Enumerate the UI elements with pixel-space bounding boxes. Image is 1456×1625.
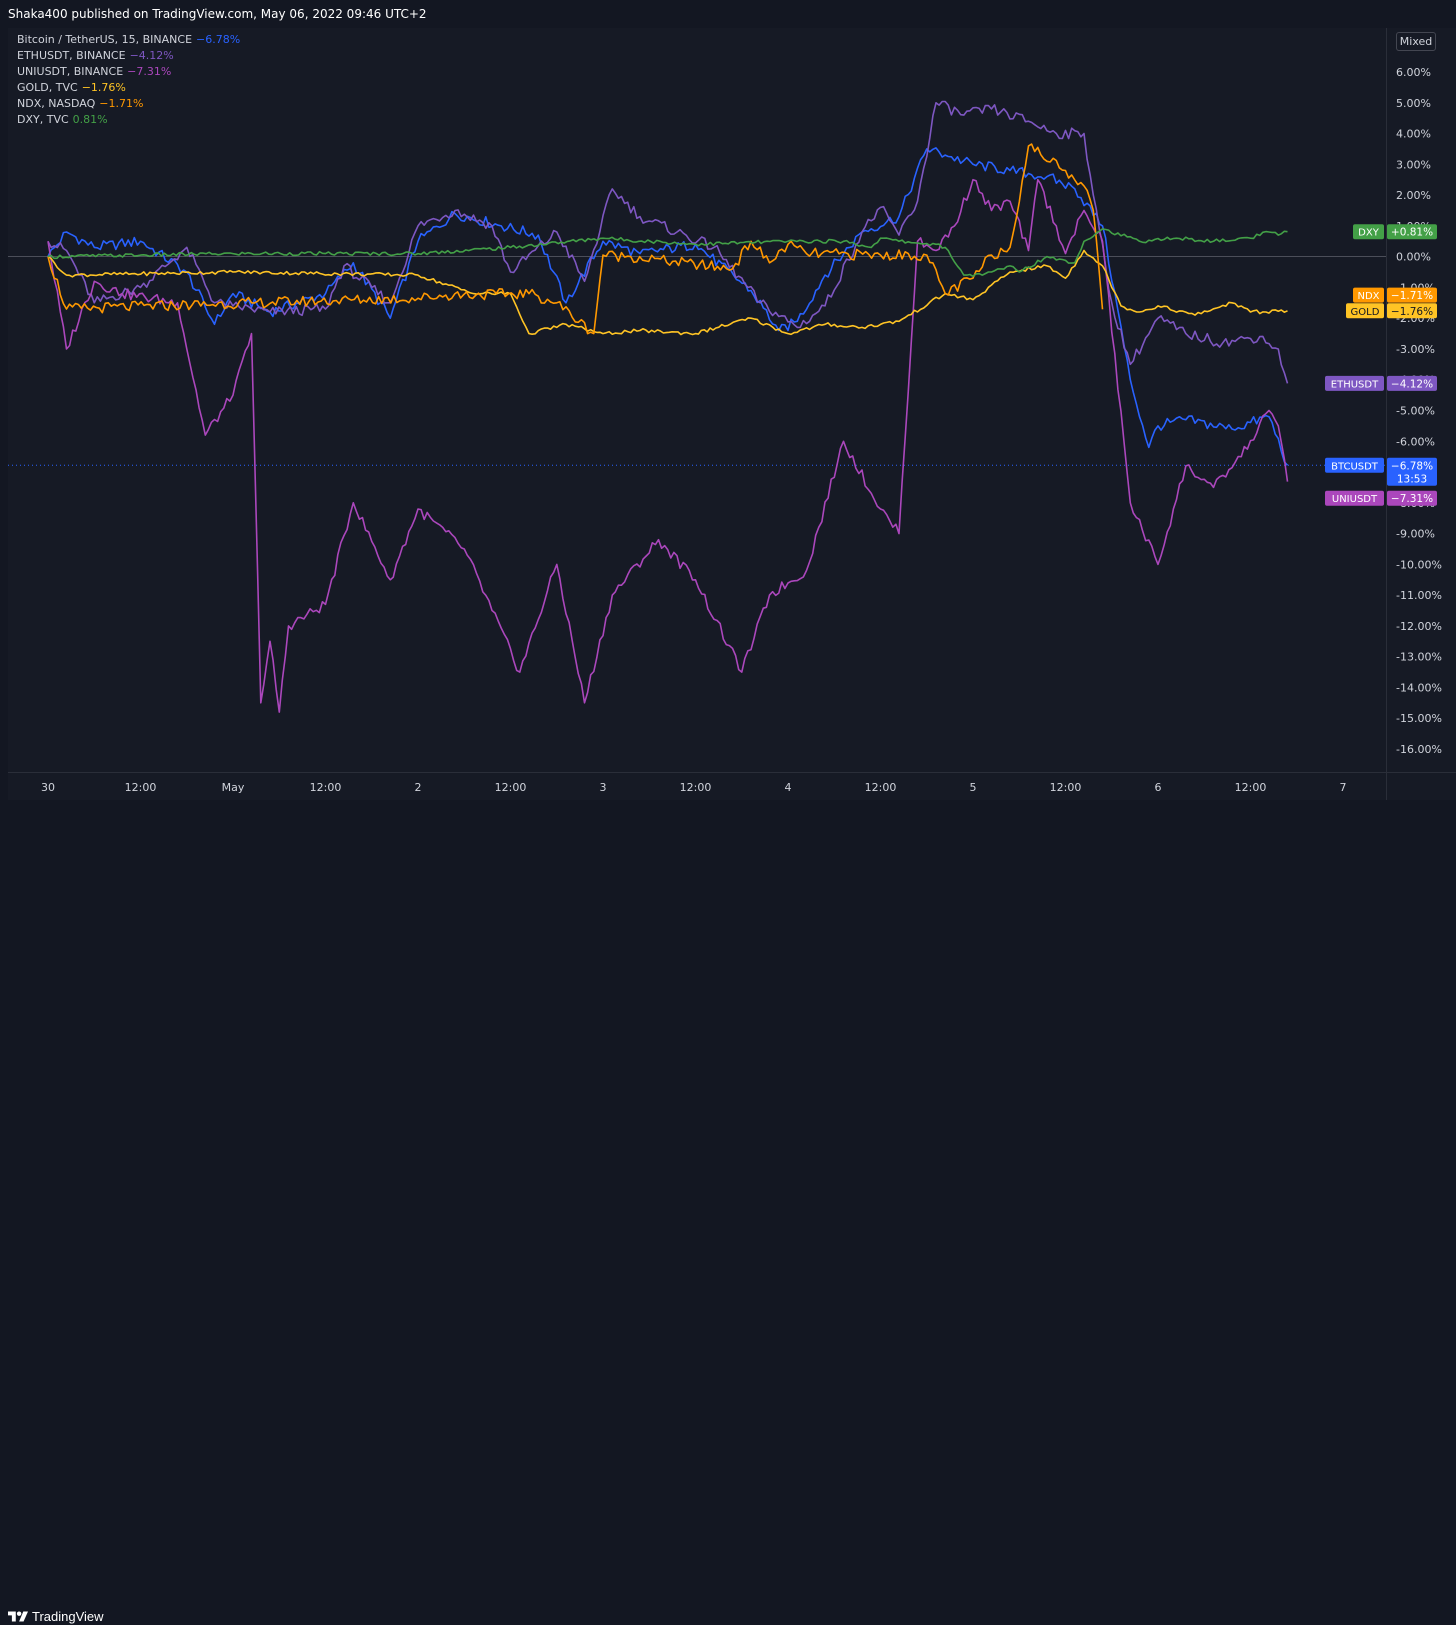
symbol-tag	[1325, 375, 1384, 391]
tradingview-brand[interactable]: TradingView	[32, 1609, 104, 1624]
price-label-ethusdt: ETHUSDT −4.12%	[1325, 375, 1437, 391]
price-label-ndx: NDX −1.71%	[1353, 287, 1437, 303]
price-label-gold: GOLD −1.76%	[1346, 303, 1437, 319]
legend-name: Bitcoin / TetherUS, 15, BINANCE	[17, 33, 193, 46]
x-tick-label: 12:00	[125, 781, 157, 794]
symbol-tag-text: UNIUSDT	[1332, 494, 1378, 505]
value-tag	[1387, 490, 1437, 506]
y-tick-label: 3.00%	[1396, 158, 1431, 171]
symbol-tag-text: ETHUSDT	[1331, 379, 1379, 390]
tradingview-logo-icon[interactable]	[8, 1609, 28, 1625]
series-line-gold	[47, 249, 1288, 336]
x-tick-label: 12:00	[865, 781, 897, 794]
x-tick-label: 4	[785, 781, 792, 794]
legend-change: 0.81%	[72, 113, 108, 126]
x-tick-label: 6	[1155, 781, 1162, 794]
symbol-tag	[1325, 457, 1384, 473]
value-tag	[1387, 287, 1437, 303]
y-tick-label: -5.00%	[1396, 405, 1435, 418]
legend-item-gold[interactable]: GOLD, TVC −1.76%	[17, 80, 240, 96]
countdown-text: 13:53	[1397, 473, 1427, 485]
value-tag-text: −1.76%	[1391, 306, 1433, 318]
price-label-uniusdt: UNIUSDT −7.31%	[1325, 490, 1437, 506]
legend-item-dxy[interactable]: DXY, TVC 0.81%	[17, 112, 240, 128]
value-tag	[1387, 224, 1437, 240]
value-tag-text: −6.78%	[1391, 460, 1433, 472]
symbol-tag-text: GOLD	[1351, 307, 1380, 318]
x-tick-label: 12:00	[495, 781, 527, 794]
legend-item-ndx[interactable]: NDX, NASDAQ −1.71%	[17, 96, 240, 112]
header: Shaka400 published on TradingView.com, M…	[0, 0, 1456, 28]
symbol-tag-text: BTCUSDT	[1331, 461, 1379, 472]
y-tick-label: 5.00%	[1396, 97, 1431, 110]
series-line-uniusdt	[47, 178, 1289, 713]
x-tick-label: 12:00	[680, 781, 712, 794]
x-tick-label: 5	[970, 781, 977, 794]
y-tick-label: -6.00%	[1396, 435, 1435, 448]
legend-change: −6.78%	[196, 33, 241, 46]
legend-change: −1.76%	[81, 81, 126, 94]
legend-change: −7.31%	[127, 65, 172, 78]
y-tick-label: 0.00%	[1396, 251, 1431, 264]
chart-area[interactable]	[8, 28, 1456, 800]
y-tick-label: 4.00%	[1396, 128, 1431, 141]
y-tick-label: -3.00%	[1396, 343, 1435, 356]
symbol-tag	[1325, 490, 1384, 506]
symbol-tag-text: NDX	[1357, 291, 1379, 302]
legend-item-uniusdt[interactable]: UNIUSDT, BINANCE −7.31%	[17, 64, 240, 80]
y-tick-label: -12.00%	[1396, 620, 1442, 633]
y-tick-label: 2.00%	[1396, 189, 1431, 202]
legend-change: −1.71%	[99, 97, 144, 110]
legend-name: NDX, NASDAQ	[17, 97, 96, 110]
price-label-btcusdt: BTCUSDT −6.78%13:53	[1325, 457, 1437, 486]
symbol-tag-text: DXY	[1358, 228, 1380, 239]
scale-mode-button[interactable]: Mixed	[1396, 32, 1436, 51]
value-tag	[1387, 303, 1437, 319]
value-tag-text: −4.12%	[1391, 378, 1433, 390]
y-tick-label: -16.00%	[1396, 743, 1442, 756]
y-tick-label: -9.00%	[1396, 528, 1435, 541]
series-line-ndx	[47, 143, 1104, 335]
value-tag-text: −1.71%	[1391, 290, 1433, 302]
price-label-layer: DXY +0.81% NDX −1.71% GOLD −1.76% ETHUSDT −4.12…	[1325, 224, 1437, 506]
value-tag-text: +0.81%	[1391, 227, 1433, 239]
legend-item-btcusdt[interactable]: Bitcoin / TetherUS, 15, BINANCE −6.78%	[17, 32, 240, 48]
chart-svg[interactable]: 6.00%5.00%4.00%3.00%2.00%1.00%0.00%-1.00…	[0, 0, 1456, 834]
x-tick-label: 2	[415, 781, 422, 794]
legend-name: DXY, TVC	[17, 113, 69, 126]
y-tick-label: -14.00%	[1396, 681, 1442, 694]
legend-change: −4.12%	[129, 49, 174, 62]
value-tag	[1387, 375, 1437, 391]
series-line-dxy	[47, 228, 1288, 278]
legend: Bitcoin / TetherUS, 15, BINANCE −6.78% ET…	[17, 32, 240, 128]
x-tick-label: 12:00	[310, 781, 342, 794]
axis-layer: 6.00%5.00%4.00%3.00%2.00%1.00%0.00%-1.00…	[8, 28, 1456, 800]
x-tick-label: 12:00	[1050, 781, 1082, 794]
footer: TradingView	[0, 800, 1456, 1624]
legend-name: GOLD, TVC	[17, 81, 78, 94]
x-tick-label: May	[222, 781, 245, 794]
y-tick-label: -15.00%	[1396, 712, 1442, 725]
legend-name: ETHUSDT, BINANCE	[17, 49, 126, 62]
price-label-dxy: DXY +0.81%	[1353, 224, 1437, 240]
series-line-ethusdt	[47, 100, 1289, 384]
publish-info: Shaka400 published on TradingView.com, M…	[8, 7, 427, 21]
y-tick-label: -10.00%	[1396, 558, 1442, 571]
x-tick-label: 12:00	[1235, 781, 1267, 794]
symbol-tag	[1353, 224, 1384, 240]
value-tag	[1387, 457, 1437, 486]
legend-item-ethusdt[interactable]: ETHUSDT, BINANCE −4.12%	[17, 48, 240, 64]
x-tick-label: 3	[600, 781, 607, 794]
value-tag-text: −7.31%	[1391, 493, 1433, 505]
symbol-tag	[1353, 287, 1384, 303]
x-tick-label: 30	[41, 781, 55, 794]
symbol-tag	[1346, 303, 1384, 319]
y-tick-label: -11.00%	[1396, 589, 1442, 602]
series-layer	[47, 100, 1289, 713]
y-tick-label: 6.00%	[1396, 66, 1431, 79]
x-tick-label: 7	[1340, 781, 1347, 794]
y-tick-label: -13.00%	[1396, 651, 1442, 664]
legend-name: UNIUSDT, BINANCE	[17, 65, 124, 78]
